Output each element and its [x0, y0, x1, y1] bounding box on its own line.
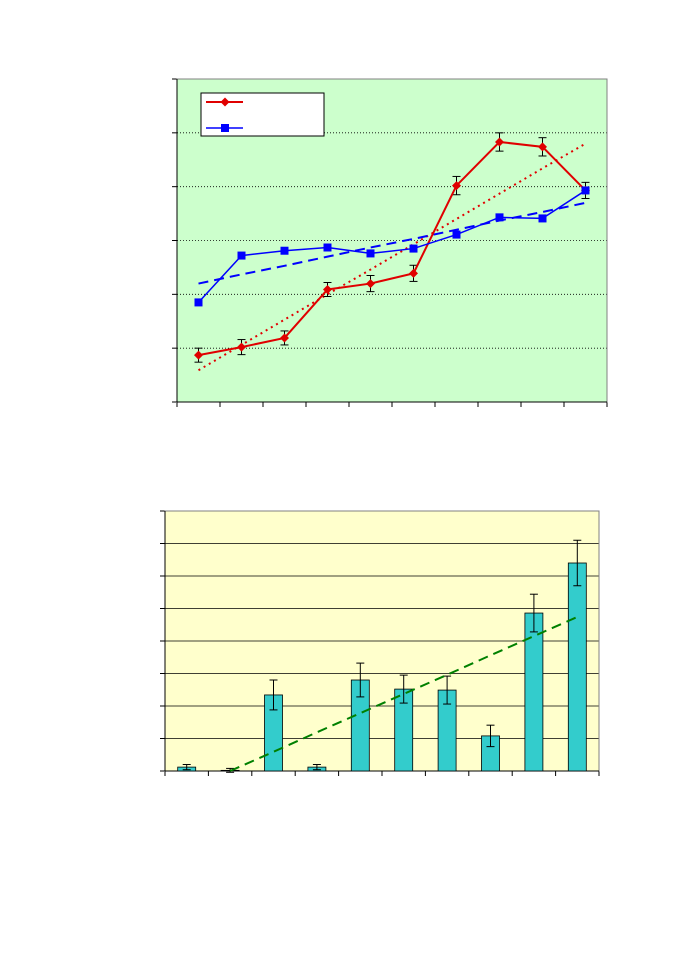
trend-line — [198, 201, 586, 285]
marker — [220, 97, 230, 107]
error-bar — [269, 679, 278, 711]
marker — [538, 214, 547, 223]
marker — [495, 137, 504, 147]
error-bar — [573, 539, 582, 587]
error-bar — [399, 674, 408, 704]
marker — [323, 243, 332, 252]
marker — [280, 333, 289, 343]
error-bar — [486, 724, 495, 748]
legend — [200, 92, 325, 137]
chart — [172, 78, 608, 407]
trend-line — [197, 142, 586, 372]
bar — [524, 612, 544, 772]
marker — [323, 284, 332, 294]
marker — [194, 350, 203, 360]
error-bar — [356, 662, 365, 698]
marker — [538, 142, 547, 152]
marker — [581, 186, 590, 195]
error-bar — [312, 764, 321, 771]
marker — [409, 244, 418, 253]
chart — [160, 510, 600, 776]
marker — [280, 246, 289, 255]
bar — [567, 562, 587, 772]
marker — [366, 249, 375, 258]
marker — [452, 230, 461, 239]
marker — [194, 298, 203, 307]
series-line — [198, 140, 587, 357]
marker — [409, 268, 418, 278]
marker — [366, 279, 375, 289]
error-bar — [529, 593, 538, 633]
legend-box — [200, 92, 325, 137]
series-line — [197, 189, 586, 303]
error-bar — [443, 675, 452, 705]
marker — [237, 251, 246, 260]
marker — [221, 124, 229, 132]
marker — [452, 181, 461, 191]
error-bar — [182, 764, 191, 771]
marker — [237, 342, 246, 352]
marker — [495, 213, 504, 222]
